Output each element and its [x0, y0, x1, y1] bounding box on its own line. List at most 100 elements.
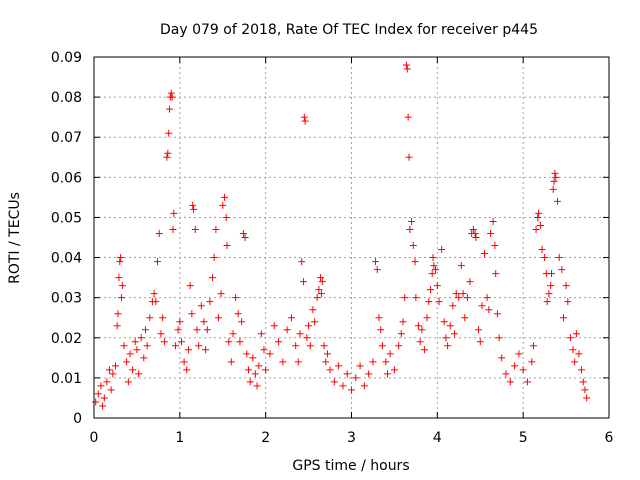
data-point [583, 394, 591, 402]
data-point [299, 278, 307, 286]
data-point [425, 298, 433, 306]
data-point [309, 306, 317, 314]
data-point [296, 330, 304, 338]
data-point [403, 65, 411, 73]
data-point [183, 366, 191, 374]
data-point [471, 229, 479, 237]
data-point [506, 378, 514, 386]
y-tick-label: 0.02 [51, 331, 82, 347]
data-point [92, 398, 100, 406]
data-point [491, 242, 499, 250]
data-point [402, 61, 410, 69]
data-point [375, 314, 383, 322]
data-point [360, 382, 368, 390]
data-point [438, 246, 446, 254]
data-point [114, 310, 122, 318]
y-tick-label: 0.01 [51, 371, 82, 387]
data-point [444, 342, 452, 350]
data-point [549, 185, 557, 193]
data-point [578, 366, 586, 374]
data-point [223, 242, 231, 250]
data-point [401, 294, 409, 302]
data-point [534, 213, 542, 221]
data-point [378, 342, 386, 350]
data-point [397, 330, 405, 338]
data-point [572, 330, 580, 338]
data-point [200, 318, 208, 326]
data-point [313, 294, 321, 302]
data-point [423, 314, 431, 322]
data-point [208, 274, 216, 282]
data-point [322, 358, 330, 366]
scatter-points [92, 61, 591, 410]
data-point [384, 370, 392, 378]
data-point [452, 290, 460, 298]
data-point [303, 334, 311, 342]
data-point [569, 346, 577, 354]
data-point [457, 262, 465, 270]
data-point [203, 326, 211, 334]
data-point [404, 113, 412, 121]
data-point [214, 314, 222, 322]
data-point [120, 342, 128, 350]
data-point [554, 197, 561, 205]
data-point [94, 390, 102, 398]
data-point [420, 346, 428, 354]
data-point [172, 342, 180, 350]
data-point [241, 234, 249, 241]
data-point [163, 153, 171, 161]
data-point [432, 266, 440, 274]
data-point [440, 318, 448, 326]
data-point [232, 294, 240, 302]
grid [94, 57, 609, 418]
data-point [475, 326, 483, 334]
data-point [300, 113, 308, 121]
data-point [469, 225, 477, 233]
data-point [418, 326, 426, 334]
data-point [315, 286, 323, 294]
data-point [243, 350, 251, 358]
data-point [251, 370, 259, 378]
data-point [483, 294, 491, 302]
data-point [320, 342, 328, 350]
data-point [550, 177, 558, 185]
data-point [461, 314, 469, 322]
data-point [564, 298, 572, 306]
data-point [323, 350, 331, 358]
data-point [189, 201, 197, 209]
data-point [174, 326, 182, 334]
data-point [492, 270, 500, 278]
data-point [210, 254, 218, 262]
data-point [317, 290, 325, 298]
data-point [234, 310, 242, 318]
x-tick-label: 1 [175, 430, 184, 446]
data-point [133, 346, 141, 354]
data-point [478, 302, 486, 310]
data-point [532, 225, 540, 233]
data-point [170, 209, 178, 217]
data-point [472, 234, 480, 241]
y-axis-label: ROTI / TECUs [7, 192, 23, 284]
x-tick-label: 0 [90, 430, 99, 446]
data-point [428, 270, 436, 278]
data-point [411, 258, 419, 266]
data-point [495, 334, 503, 342]
data-point [318, 278, 326, 286]
data-point [369, 358, 377, 366]
data-point [167, 89, 175, 97]
data-point [301, 117, 309, 125]
data-point [197, 302, 205, 310]
data-point [164, 149, 172, 157]
x-tick-label: 6 [605, 430, 614, 446]
data-point [238, 318, 246, 326]
data-point [117, 294, 125, 302]
x-axis-label: GPS time / hours [292, 458, 409, 474]
data-point [547, 282, 555, 290]
data-point [239, 229, 247, 237]
data-point [126, 350, 134, 358]
x-tick-label: 4 [433, 430, 442, 446]
y-tick-label: 0.09 [51, 50, 82, 66]
data-point [487, 229, 495, 237]
data-point [154, 258, 162, 266]
x-tick-label: 3 [347, 430, 356, 446]
